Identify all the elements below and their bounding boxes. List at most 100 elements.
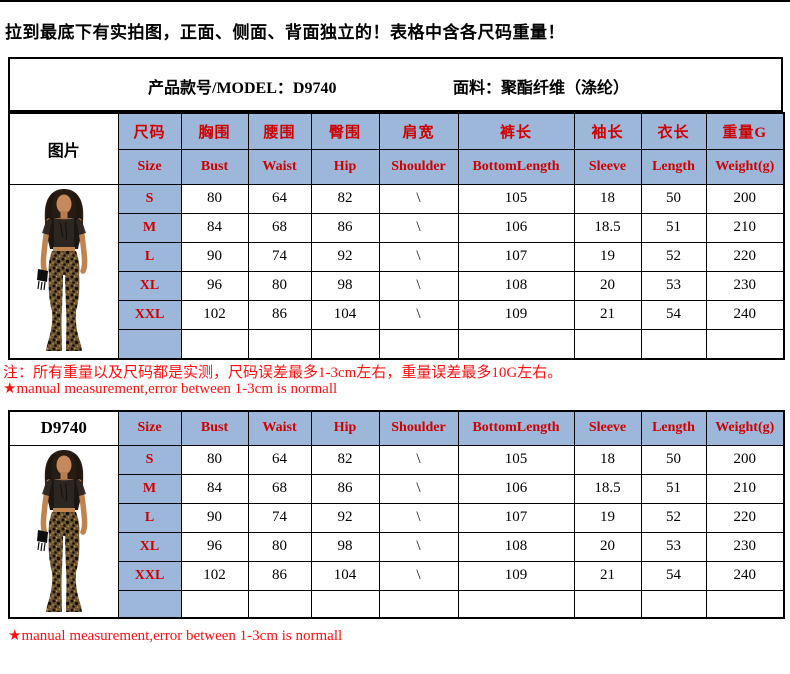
waist-cell: 64	[247, 183, 312, 214]
sleeve-cell: 18	[573, 444, 642, 475]
length-cell: 53	[640, 531, 707, 562]
bust-cell: 102	[180, 560, 249, 591]
hip-cell: 82	[310, 183, 380, 214]
empty-cell	[705, 328, 785, 360]
bottomlength-cell: 107	[457, 241, 575, 272]
header-hip-en: Hip	[310, 148, 380, 185]
header-weight: Weight(g)	[705, 410, 785, 446]
product-fabric-label: 面料：聚酯纤维（涤纶）	[453, 80, 630, 97]
empty-cell	[180, 589, 249, 619]
header-shoulder-en: Shoulder	[378, 148, 459, 185]
table-row: XXL 102 86 104 \ 109 21 54 240	[9, 560, 785, 591]
shoulder-cell: \	[378, 299, 459, 330]
weight-cell: 230	[705, 270, 785, 301]
weight-cell: 200	[705, 183, 785, 214]
waist-cell: 86	[247, 560, 312, 591]
header-size-en: Size	[117, 148, 182, 185]
weight-cell: 240	[705, 560, 785, 591]
shoulder-cell: \	[378, 241, 459, 272]
table-row: S 80 64 82 \ 105 18 50 200	[8, 183, 785, 360]
length-cell: 52	[640, 241, 707, 272]
header-hip: Hip	[310, 410, 380, 446]
header-length: Length	[640, 410, 707, 446]
sleeve-cell: 19	[573, 241, 642, 272]
empty-row	[9, 328, 785, 360]
size-chart-table-2: D9740 Size Bust Waist Hip Shoulder Botto…	[8, 410, 785, 619]
size-cell: XXL	[117, 560, 182, 591]
shoulder-cell: \	[378, 444, 459, 475]
table-row: XXL 102 86 104 \ 109 21 54 240	[9, 299, 785, 330]
waist-cell: 64	[247, 444, 312, 475]
empty-cell	[310, 589, 380, 619]
bottomlength-cell: 109	[457, 560, 575, 591]
empty-cell	[180, 328, 249, 360]
model-number-cell: D9740	[8, 410, 119, 446]
shoulder-cell: \	[378, 531, 459, 562]
waist-cell: 80	[247, 531, 312, 562]
size-cell: XL	[117, 531, 182, 562]
hip-cell: 104	[310, 299, 380, 330]
table-row: L 90 74 92 \ 107 19 52 220	[9, 241, 785, 272]
shoulder-cell: \	[378, 560, 459, 591]
waist-cell: 74	[247, 241, 312, 272]
weight-cell: 230	[705, 531, 785, 562]
bust-cell: 96	[180, 531, 249, 562]
sleeve-cell: 20	[573, 531, 642, 562]
sleeve-cell: 21	[573, 560, 642, 591]
header-weight-cn: 重量G	[705, 112, 785, 150]
size-cell: M	[117, 473, 182, 504]
empty-cell	[457, 589, 575, 619]
header-bust: Bust	[180, 410, 249, 446]
hip-cell: 82	[310, 444, 380, 475]
header-shoulder-cn: 肩宽	[378, 112, 459, 150]
header-sleeve-en: Sleeve	[573, 148, 642, 185]
waist-cell: 80	[247, 270, 312, 301]
shoulder-cell: \	[378, 183, 459, 214]
empty-cell	[247, 328, 312, 360]
empty-cell	[378, 328, 459, 360]
header-waist-en: Waist	[247, 148, 312, 185]
empty-size-cell	[117, 589, 182, 619]
table-row: L 90 74 92 \ 107 19 52 220	[9, 502, 785, 533]
empty-size-cell	[117, 328, 182, 360]
waist-cell: 68	[247, 212, 312, 243]
shoulder-cell: \	[378, 502, 459, 533]
header-bottomlength-en: BottomLength	[457, 148, 575, 185]
page-title: 拉到最底下有实拍图，正面、侧面、背面独立的！表格中含各尺码重量！	[5, 23, 565, 42]
size-cell: XL	[117, 270, 182, 301]
hip-cell: 92	[310, 241, 380, 272]
waist-cell: 68	[247, 473, 312, 504]
bottomlength-cell: 108	[457, 270, 575, 301]
bust-cell: 90	[180, 502, 249, 533]
header-weight-en: Weight(g)	[705, 148, 785, 185]
size-cell: L	[117, 241, 182, 272]
header-waist-cn: 腰围	[247, 112, 312, 150]
empty-cell	[310, 328, 380, 360]
header-hip-cn: 臀围	[310, 112, 380, 150]
sleeve-cell: 20	[573, 270, 642, 301]
empty-cell	[378, 589, 459, 619]
length-cell: 51	[640, 212, 707, 243]
bust-cell: 80	[180, 183, 249, 214]
length-cell: 51	[640, 473, 707, 504]
bottomlength-cell: 105	[457, 444, 575, 475]
header-length-cn: 衣长	[640, 112, 707, 150]
weight-cell: 240	[705, 299, 785, 330]
header-waist: Waist	[247, 410, 312, 446]
hip-cell: 92	[310, 502, 380, 533]
table-row: M 84 68 86 \ 106 18.5 51 210	[9, 212, 785, 243]
header-shoulder: Shoulder	[378, 410, 459, 446]
weight-cell: 210	[705, 473, 785, 504]
header-sleeve: Sleeve	[573, 410, 642, 446]
bottomlength-cell: 105	[457, 183, 575, 214]
sleeve-cell: 21	[573, 299, 642, 330]
hip-cell: 86	[310, 212, 380, 243]
hip-cell: 104	[310, 560, 380, 591]
top-border-line	[0, 0, 790, 2]
empty-cell	[640, 589, 707, 619]
length-cell: 53	[640, 270, 707, 301]
bottomlength-cell: 107	[457, 502, 575, 533]
hip-cell: 98	[310, 531, 380, 562]
header-bust-en: Bust	[180, 148, 249, 185]
header-length-en: Length	[640, 148, 707, 185]
